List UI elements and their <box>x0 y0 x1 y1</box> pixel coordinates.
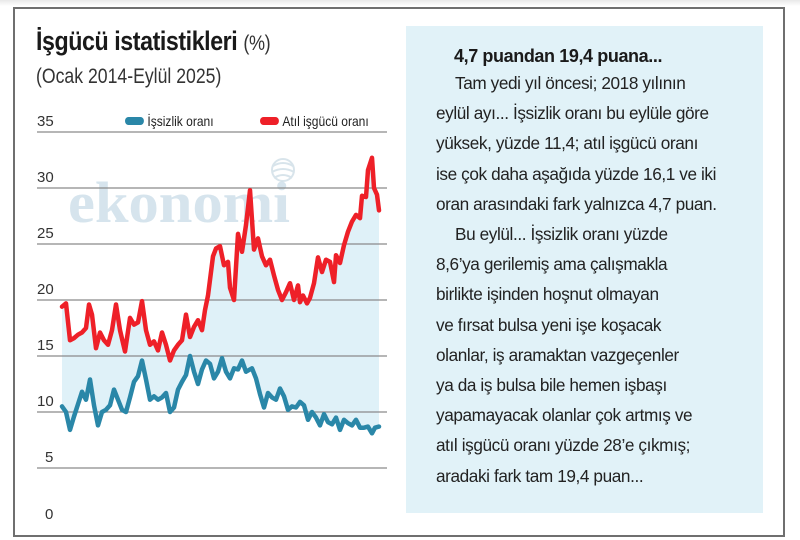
commentary-line: yapamayacak olanlar çok artmış ve <box>436 405 693 426</box>
y-tick-label: 35 <box>37 113 54 130</box>
commentary-line: atıl işgücü oranı yüzde 28’e çıkmış; <box>436 435 691 456</box>
commentary-line: yüksek, yüzde 11,4; atıl işgücü oranı <box>436 133 698 154</box>
commentary-line: birlikte işinden hoşnut olmayan <box>436 284 659 305</box>
chart-title-text: İşgücü istatistikleri <box>36 26 238 56</box>
underutilization-rate-line <box>59 155 382 363</box>
commentary-line: oran arasındaki fark yalnızca 4,7 puan. <box>436 193 717 214</box>
legend-swatch-blue <box>125 117 144 125</box>
legend-item-unemployment: İşsizlik oranı <box>125 113 214 129</box>
legend-item-underutilization: Atıl işgücü oranı <box>260 113 369 129</box>
y-tick-label: 20 <box>37 281 54 298</box>
chart-unit: (%) <box>243 32 271 55</box>
chart-subtitle: (Ocak 2014-Eylül 2025) <box>36 65 222 88</box>
commentary-line: ve fırsat bulsa yeni işe koşacak <box>436 314 662 335</box>
commentary-line: 8,6’ya gerilemiş ama çalışmakla <box>436 254 668 275</box>
commentary-line: eylül ayı... İşsizlik oranı bu eylüle gö… <box>436 103 709 124</box>
chart-fill-area <box>62 157 379 434</box>
unemployment-rate-line <box>59 353 382 436</box>
commentary-line: Tam yedi yıl öncesi; 2018 yılının <box>455 73 686 93</box>
commentary-line: olanlar, iş aramaktan vazgeçenler <box>436 344 679 365</box>
commentary-line: ise çok daha aşağıda yüzde 16,1 ve iki <box>436 163 717 184</box>
globe-icon <box>271 158 295 182</box>
y-tick-label: 5 <box>45 449 53 466</box>
y-tick-label: 30 <box>37 169 54 186</box>
y-tick-label: 25 <box>37 225 54 242</box>
ekonomi-watermark: ekonomi <box>68 170 290 235</box>
y-axis-ticks: 0 5 10 15 20 25 30 35 <box>37 113 54 523</box>
commentary-line: ya da iş bulsa bile hemen işbaşı <box>436 375 667 396</box>
chart-title: İşgücü istatistikleri (%) <box>36 26 271 57</box>
legend-swatch-red <box>260 117 279 125</box>
commentary-line: Bu eylül... İşsizlik oranı yüzde <box>455 224 668 245</box>
commentary-heading: 4,7 puandan 19,4 puana... <box>454 46 663 66</box>
legend-label-unemployment: İşsizlik oranı <box>147 113 214 129</box>
legend-label-underutilization: Atıl işgücü oranı <box>282 113 369 129</box>
page-top-shadow <box>0 0 800 6</box>
y-tick-label: 0 <box>45 506 53 523</box>
y-tick-label: 15 <box>37 337 54 354</box>
commentary-body: Tam yedi yıl öncesi; 2018 yılının eylül … <box>436 68 763 491</box>
y-tick-label: 10 <box>37 393 54 410</box>
commentary-box: 4,7 puandan 19,4 puana... Tam yedi yıl ö… <box>406 26 763 513</box>
commentary-line: aradaki fark tam 19,4 puan... <box>436 465 644 486</box>
